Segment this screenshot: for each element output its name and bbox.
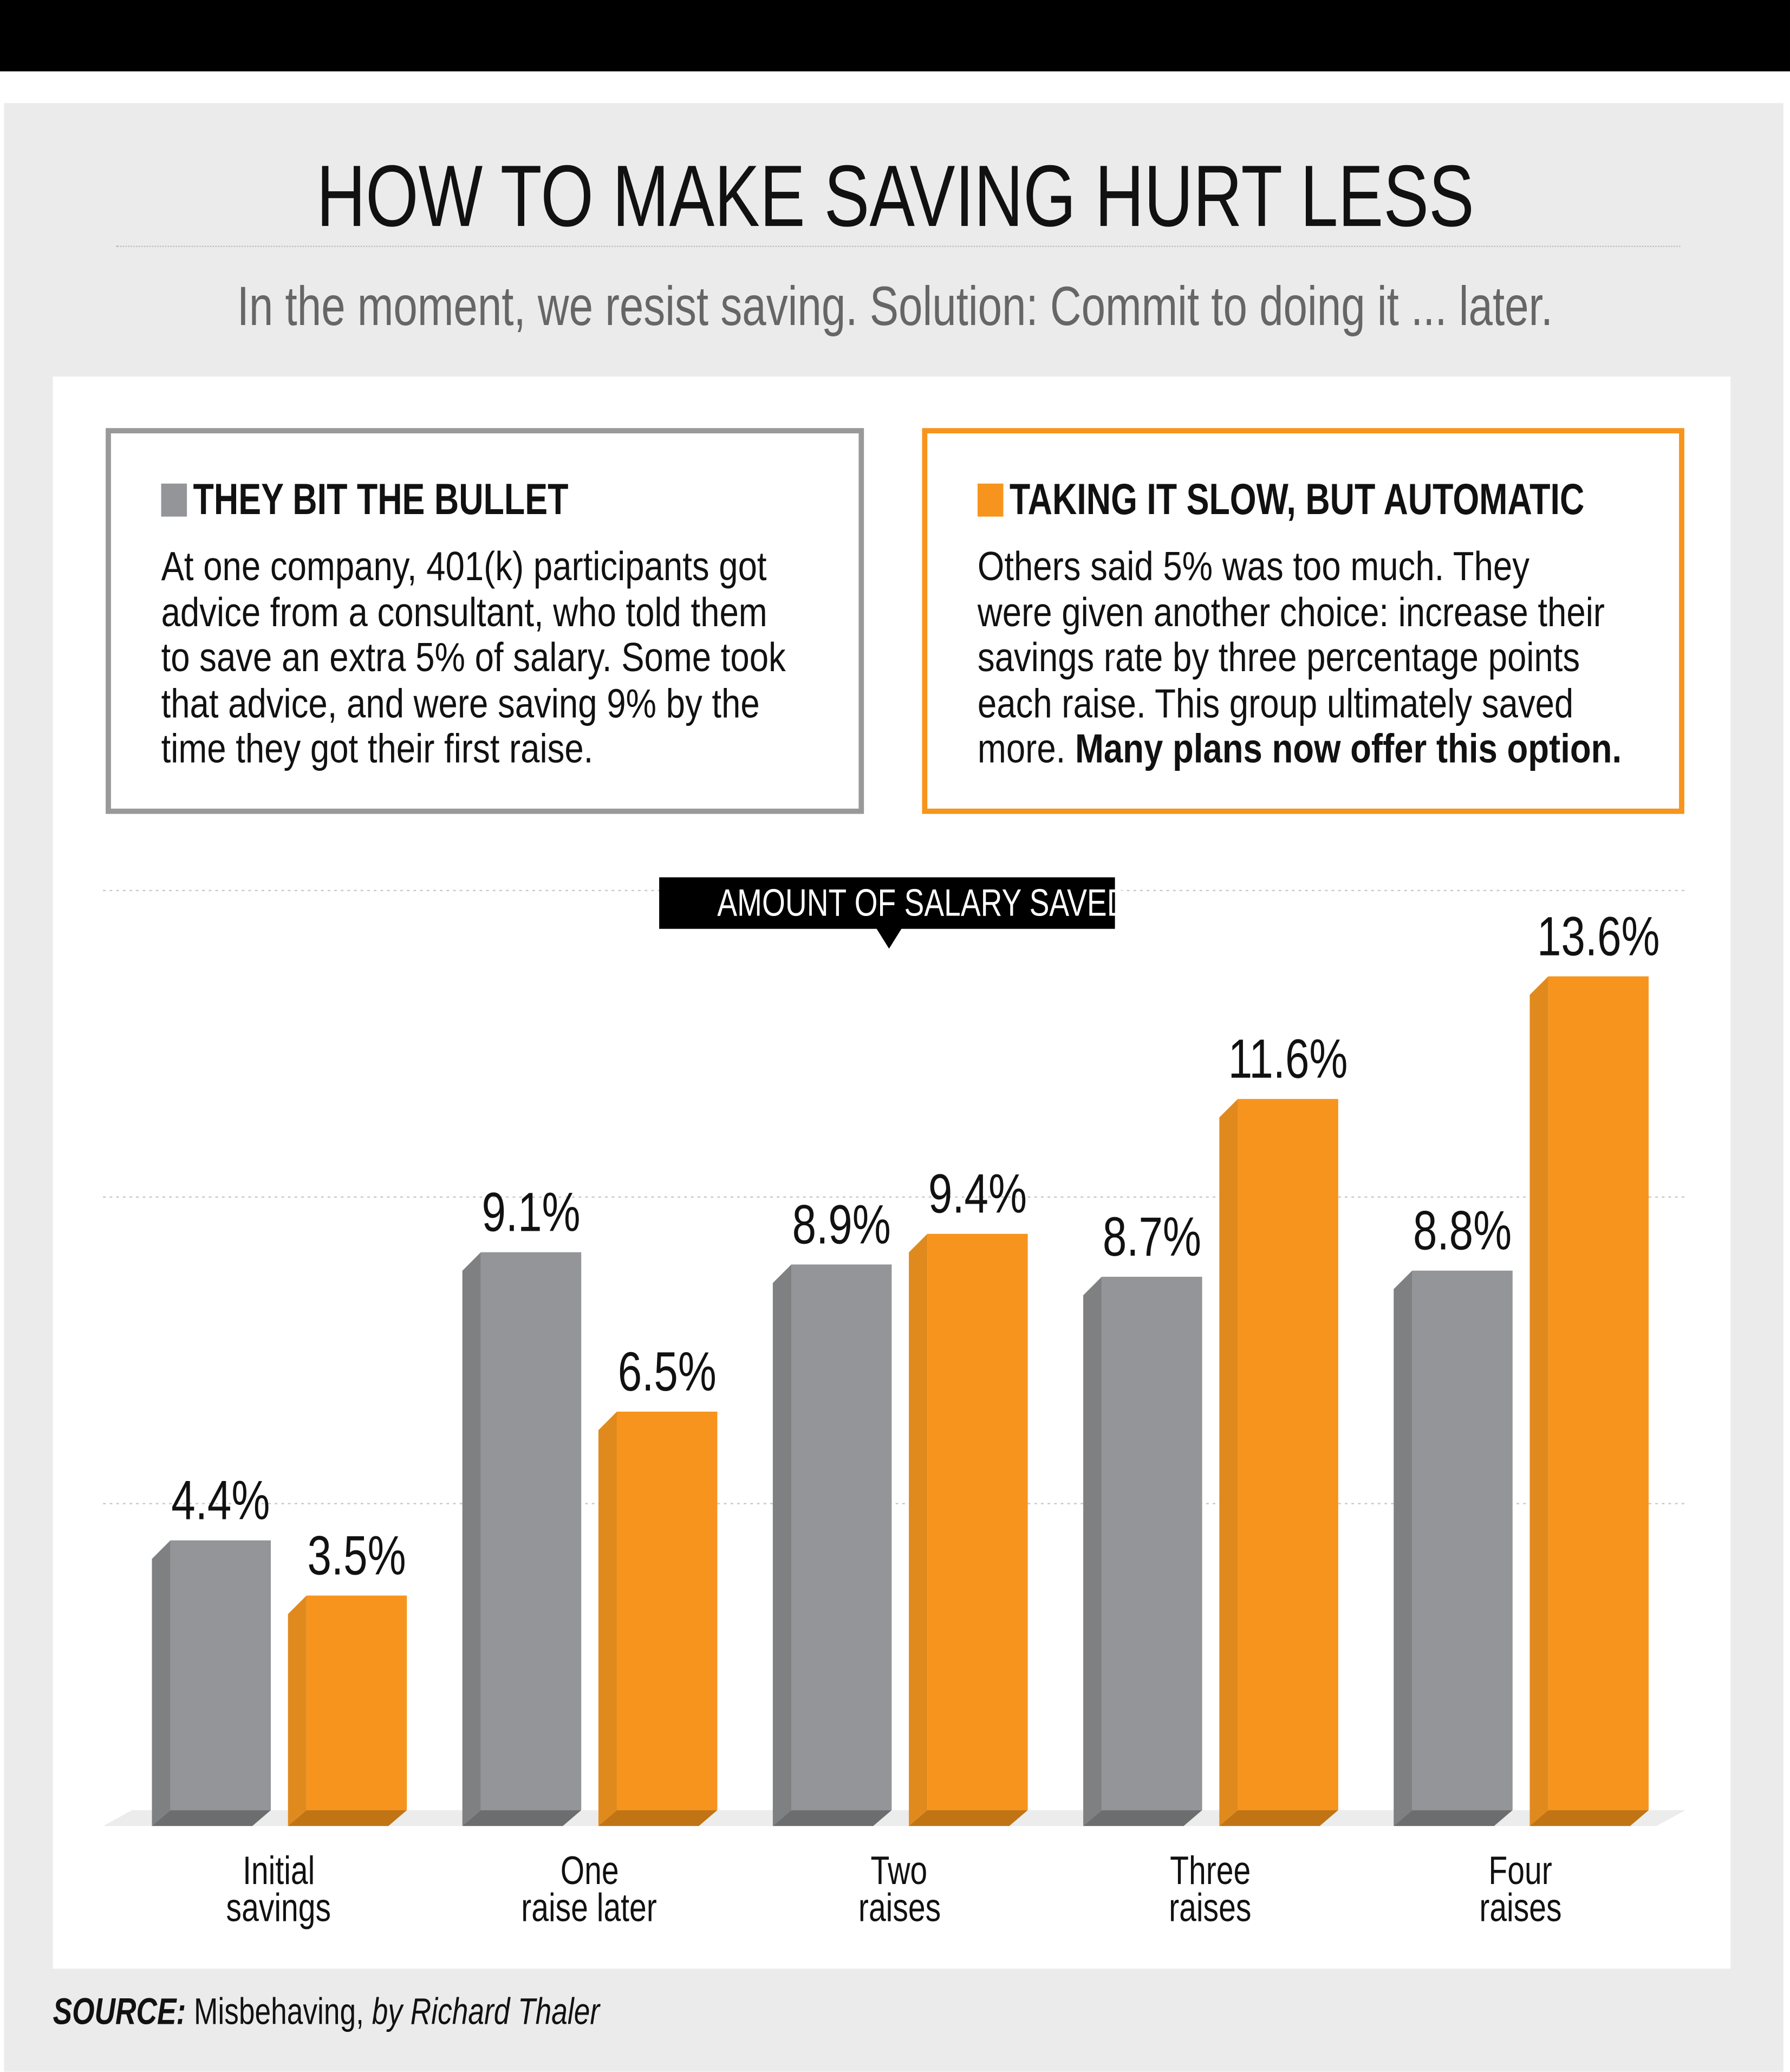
bar-gray xyxy=(791,1264,892,1810)
bar-side xyxy=(152,1540,171,1826)
bar-base xyxy=(1394,1810,1513,1826)
category-label: Initial savings xyxy=(147,1849,411,1931)
bar-gray xyxy=(170,1540,271,1810)
heading-text: TAKING IT SLOW, BUT AUTOMATIC xyxy=(1009,474,1585,523)
bar-side xyxy=(772,1264,792,1826)
body-line: time they got their first raise. xyxy=(161,725,594,772)
bar-gray xyxy=(480,1252,582,1810)
bar-side xyxy=(462,1252,481,1826)
category-label: Four raises xyxy=(1388,1849,1652,1931)
source-author: by Richard Thaler xyxy=(372,1991,600,2032)
bar-gray xyxy=(1102,1276,1202,1810)
category-line: Four xyxy=(1488,1849,1553,1894)
bar-side xyxy=(909,1233,928,1826)
chart-title-text: AMOUNT OF SALARY SAVED xyxy=(717,882,1129,925)
bar-side xyxy=(1394,1270,1413,1826)
bar-base xyxy=(1529,1810,1649,1826)
bar-base xyxy=(1219,1810,1338,1826)
value-label: 6.5% xyxy=(618,1341,717,1402)
bar-gray xyxy=(1412,1270,1513,1810)
body-line: Others said 5% was too much. They xyxy=(977,543,1530,589)
value-label: 3.5% xyxy=(308,1525,406,1587)
bar-side xyxy=(1529,976,1548,1826)
body-line: advice from a consultant, who told them xyxy=(161,588,767,635)
divider xyxy=(116,245,1681,248)
bar-base xyxy=(772,1810,892,1826)
category-line: raises xyxy=(1479,1887,1562,1931)
subtitle-text: In the moment, we resist saving. Solutio… xyxy=(237,275,1553,337)
category-line: raises xyxy=(858,1887,941,1931)
bar-base xyxy=(288,1810,407,1826)
category-line: raise later xyxy=(521,1887,658,1931)
value-label: 8.7% xyxy=(1103,1206,1201,1268)
legend-heading: THEY BIT THE BULLET xyxy=(161,473,684,526)
value-label: 11.6% xyxy=(1228,1028,1348,1090)
bar-orange xyxy=(927,1233,1028,1810)
bar-base xyxy=(1083,1810,1202,1826)
source-title: Misbehaving, xyxy=(194,1991,364,2032)
bar-orange xyxy=(1238,1099,1338,1810)
page-title: HOW TO MAKE SAVING HURT LESS xyxy=(0,142,1790,248)
bar-orange xyxy=(1548,976,1649,1810)
source-note: SOURCE: Misbehaving, by Richard Thaler xyxy=(53,1990,754,2035)
category-label: One raise later xyxy=(457,1849,721,1931)
value-label: 9.1% xyxy=(481,1181,580,1243)
category-line: Two xyxy=(871,1849,928,1894)
legend-heading: TAKING IT SLOW, BUT AUTOMATIC xyxy=(977,473,1755,526)
bar-base xyxy=(462,1810,582,1826)
legend-box-bit-the-bullet: THEY BIT THE BULLET At one company, 401(… xyxy=(106,428,864,814)
value-label: 8.8% xyxy=(1413,1200,1512,1262)
bar-orange xyxy=(306,1595,407,1810)
body-line: to save an extra 5% of salary. Some took xyxy=(161,634,786,681)
top-bar xyxy=(0,0,1790,72)
subtitle: In the moment, we resist saving. Solutio… xyxy=(0,271,1790,342)
bar-side xyxy=(1083,1276,1102,1826)
body-text: more. xyxy=(977,725,1075,772)
value-label: 9.4% xyxy=(928,1163,1027,1225)
category-line: raises xyxy=(1169,1887,1252,1931)
category-label: Three raises xyxy=(1078,1849,1342,1931)
body-line: were given another choice: increase thei… xyxy=(977,588,1605,635)
bar-base xyxy=(909,1810,1028,1826)
bar-side xyxy=(598,1411,617,1826)
category-label: Two raises xyxy=(767,1849,1032,1931)
bar-side xyxy=(288,1595,307,1826)
chart-title-pointer xyxy=(876,927,902,949)
body-line: more. Many plans now offer this option. xyxy=(977,725,1622,772)
category-line: savings xyxy=(226,1887,331,1931)
bar-base xyxy=(152,1810,271,1826)
body-bold-text: Many plans now offer this option. xyxy=(1075,725,1622,772)
body-line: that advice, and were saving 9% by the xyxy=(161,679,760,726)
bar-base xyxy=(598,1810,718,1826)
body-line: At one company, 401(k) participants got xyxy=(161,543,767,589)
gray-square-icon xyxy=(161,483,187,517)
orange-square-icon xyxy=(977,483,1004,517)
source-label: SOURCE: xyxy=(53,1991,186,2032)
body-line: each raise. This group ultimately saved xyxy=(977,679,1574,726)
category-line: One xyxy=(559,1849,619,1894)
title-text: HOW TO MAKE SAVING HURT LESS xyxy=(316,146,1474,245)
value-label: 13.6% xyxy=(1537,906,1660,967)
value-label: 8.9% xyxy=(792,1194,891,1256)
category-line: Initial xyxy=(242,1849,315,1894)
body-line: savings rate by three percentage points xyxy=(977,634,1580,681)
value-label: 4.4% xyxy=(171,1470,270,1531)
chart-title: AMOUNT OF SALARY SAVED xyxy=(659,877,1129,929)
legend-box-slow-automatic: TAKING IT SLOW, BUT AUTOMATIC Others sai… xyxy=(922,428,1684,814)
heading-text: THEY BIT THE BULLET xyxy=(193,474,569,523)
bar-orange xyxy=(617,1411,718,1810)
category-line: Three xyxy=(1169,1849,1251,1894)
bar-side xyxy=(1219,1099,1238,1826)
